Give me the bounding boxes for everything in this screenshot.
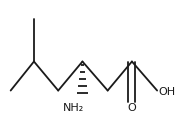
Text: NH₂: NH₂ [63, 102, 84, 112]
Text: O: O [127, 102, 136, 112]
Text: OH: OH [158, 86, 175, 96]
